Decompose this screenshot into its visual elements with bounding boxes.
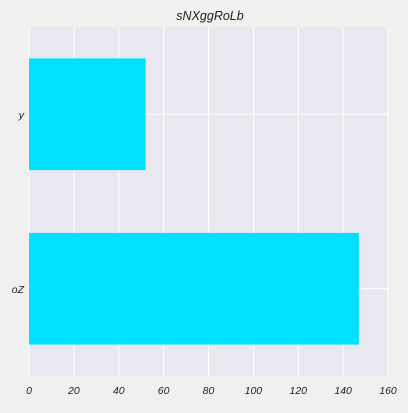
x-tick-label: 60 — [158, 385, 170, 397]
bar-oZ — [29, 232, 359, 345]
x-tick-label: 0 — [26, 385, 32, 397]
x-tick-label: 140 — [334, 385, 352, 397]
y-axis-ticks: y oZ — [12, 109, 25, 296]
x-tick-label: 120 — [289, 385, 307, 397]
x-tick-label: 100 — [245, 385, 263, 397]
y-tick-label: y — [18, 109, 25, 121]
x-tick-label: 80 — [203, 385, 215, 397]
bar-y — [29, 58, 146, 171]
x-tick-label: 160 — [379, 385, 397, 397]
y-tick-label: oZ — [12, 284, 25, 296]
bars — [29, 58, 359, 345]
chart-title: sNXggRoLb — [176, 9, 243, 23]
x-axis-ticks: 0 20 40 60 80 100 120 140 160 — [26, 385, 397, 397]
x-tick-label: 20 — [67, 385, 80, 397]
x-tick-label: 40 — [113, 385, 125, 397]
